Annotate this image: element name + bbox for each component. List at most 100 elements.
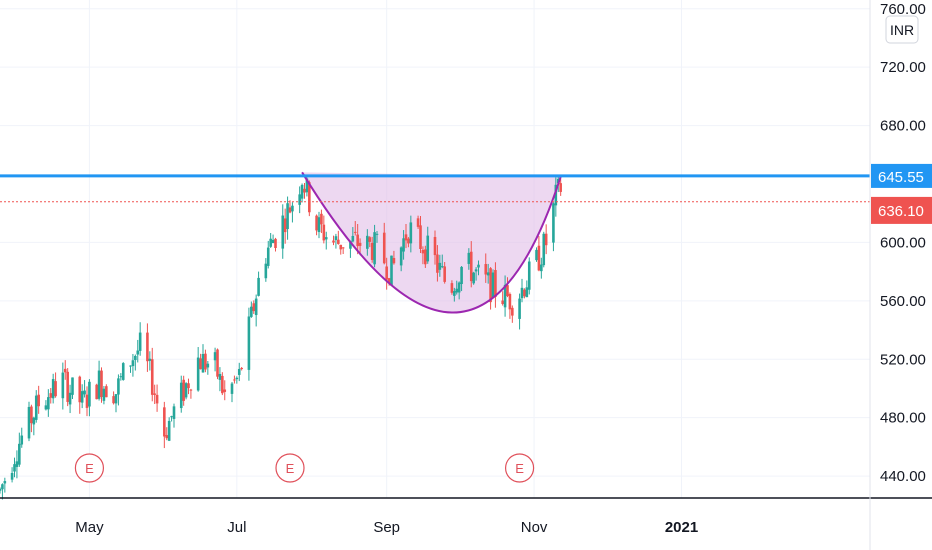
candle <box>457 281 461 300</box>
candle <box>206 361 210 375</box>
candle <box>433 230 437 265</box>
candle <box>544 224 548 255</box>
candle-body <box>469 251 473 282</box>
candle-body <box>399 247 403 266</box>
candle-body <box>368 237 372 242</box>
candle <box>554 177 558 217</box>
price-axis[interactable]: 760.00 720.00 680.00 600.00 560.00 520.00 480.… <box>880 1 926 485</box>
candle-body <box>503 284 507 308</box>
candle-body <box>37 394 40 407</box>
time-axis[interactable]: May Jul Sep Nov 2021 <box>75 519 698 536</box>
candle <box>281 204 285 259</box>
candle <box>114 394 118 413</box>
candle-body <box>525 287 529 298</box>
candle <box>317 211 321 239</box>
candle <box>105 384 108 398</box>
candle <box>44 400 48 411</box>
candle-body <box>148 358 152 361</box>
candle <box>353 221 357 236</box>
candle <box>150 347 154 402</box>
candle <box>518 293 521 330</box>
candle <box>27 401 31 442</box>
candle-body <box>155 394 159 404</box>
candle-body <box>13 464 16 472</box>
candle <box>477 260 480 276</box>
candle-body <box>114 394 118 404</box>
candle-body <box>404 234 408 241</box>
candle <box>501 291 504 306</box>
candle-body <box>436 254 439 273</box>
cup-pattern-curve[interactable] <box>301 171 562 314</box>
candle-body <box>494 270 497 297</box>
candle-body <box>523 289 526 297</box>
candle <box>472 271 475 285</box>
candle <box>467 248 471 270</box>
candle <box>1 483 4 500</box>
candle-body <box>337 239 340 244</box>
candle <box>196 347 200 392</box>
currency-badge-frame <box>885 15 919 44</box>
candle <box>370 236 374 263</box>
candle-body <box>112 396 115 404</box>
candle <box>3 477 7 493</box>
candle <box>537 236 541 272</box>
candle <box>298 186 301 214</box>
candle <box>552 202 555 252</box>
candle-body <box>201 354 205 373</box>
candle-body <box>540 264 543 272</box>
candle <box>102 386 106 405</box>
candle-body <box>416 218 420 227</box>
candle-body <box>264 263 268 279</box>
candle-body <box>223 389 227 392</box>
candle <box>216 348 219 380</box>
candle-body <box>351 235 355 242</box>
candle <box>274 237 277 252</box>
candle <box>520 278 524 303</box>
candle-body <box>322 224 326 241</box>
candle-body <box>537 245 541 271</box>
candle <box>337 230 340 245</box>
candle-body <box>250 306 253 317</box>
earnings-marker[interactable]: E <box>275 453 305 483</box>
currency-badge[interactable]: INR <box>885 15 919 44</box>
candle <box>71 377 74 400</box>
candle <box>201 344 205 373</box>
candle-body <box>138 332 142 351</box>
candle <box>221 372 224 396</box>
candle <box>491 269 495 299</box>
candle-body <box>97 370 101 399</box>
candle <box>288 200 292 214</box>
candle <box>252 300 256 314</box>
candle <box>230 381 234 403</box>
candle-body <box>353 231 357 233</box>
candle-body <box>184 383 188 398</box>
earnings-marker[interactable]: E <box>504 453 535 483</box>
candle <box>324 231 328 250</box>
candle-body <box>129 365 132 367</box>
candle <box>34 390 38 423</box>
time-tick-label: Jul <box>227 519 246 536</box>
candle <box>163 401 166 449</box>
price-tick-label: 720.00 <box>880 59 926 76</box>
candle-body <box>334 236 338 241</box>
candle <box>527 257 531 295</box>
candle-body <box>317 217 321 233</box>
candle <box>440 254 444 269</box>
candle <box>51 373 55 404</box>
candle-body <box>324 237 328 240</box>
candle <box>155 384 159 412</box>
candle-body <box>542 233 546 266</box>
candle-body <box>102 388 106 401</box>
candle-body <box>44 405 48 410</box>
candle-body <box>136 350 140 355</box>
candle-body <box>460 266 463 285</box>
candle <box>218 367 222 392</box>
price-tick-label: 680.00 <box>880 118 926 135</box>
candle-body <box>269 238 272 247</box>
candle-body <box>237 368 241 375</box>
candle <box>148 351 152 371</box>
candle <box>184 382 188 400</box>
candle-body <box>402 238 405 252</box>
earnings-marker[interactable]: E <box>74 453 105 483</box>
